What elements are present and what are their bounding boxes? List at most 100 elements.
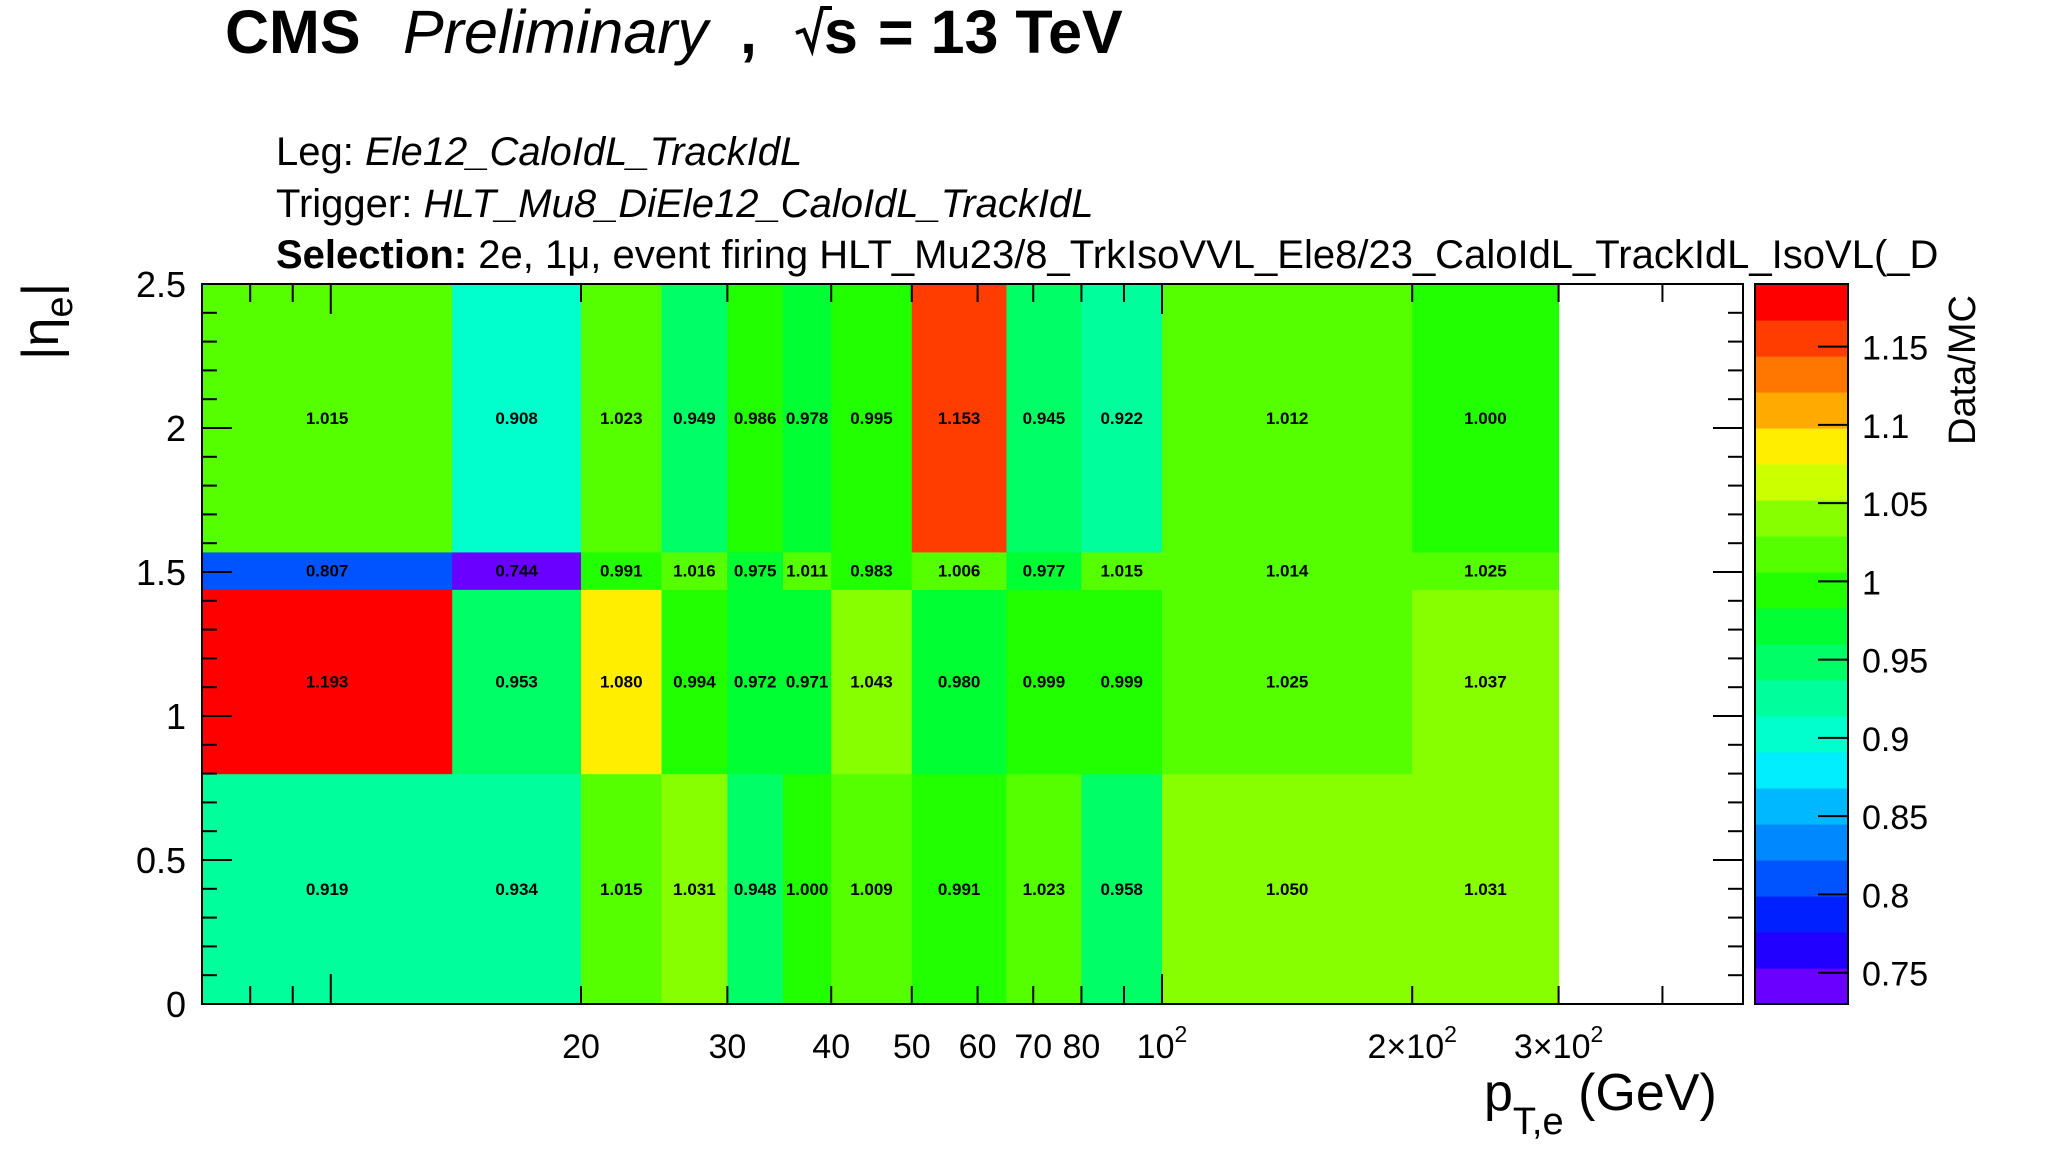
- heatmap-cell: [1006, 589, 1083, 775]
- colorbar-segment: [1755, 464, 1848, 501]
- x-axis-title: pT,e (GeV): [1484, 1064, 1717, 1143]
- heatmap-cell: [727, 551, 784, 590]
- cell-value-label: 1.025: [1266, 672, 1309, 691]
- heatmap-cell: [727, 589, 784, 775]
- cell-value-label: 0.945: [1023, 409, 1066, 428]
- colorbar-segment: [1755, 320, 1848, 357]
- cell-value-label: 0.991: [938, 880, 981, 899]
- cell-value-label: 1.006: [938, 562, 981, 581]
- cell-value-label: 0.999: [1023, 672, 1066, 691]
- heatmap-cell: [831, 589, 913, 775]
- colorbar-segment: [1755, 428, 1848, 465]
- heatmap-cell: [1412, 284, 1560, 553]
- colorbar-segment: [1755, 824, 1848, 861]
- cell-value-label: 0.977: [1023, 562, 1066, 581]
- heatmap-cell: [1081, 589, 1163, 775]
- cell-value-label: 0.971: [786, 672, 829, 691]
- y-axis-title: |ηe|: [12, 283, 81, 360]
- x-tick-label: 60: [959, 1028, 997, 1066]
- cell-value-label: 1.025: [1464, 562, 1507, 581]
- colorbar-tick-label: 1.05: [1862, 486, 1928, 524]
- cell-value-label: 1.015: [600, 880, 643, 899]
- cell-value-label: 0.986: [734, 409, 777, 428]
- cell-value-label: 1.080: [600, 672, 643, 691]
- heatmap-cell: [1161, 284, 1413, 553]
- x-tick-label: 20: [562, 1028, 600, 1066]
- heatmap-cell: [783, 284, 832, 553]
- heatmap-cell: [1081, 284, 1163, 553]
- cms-label: CMS: [225, 0, 361, 66]
- heatmap-cell: [831, 551, 913, 590]
- selection-line: Selection: 2e, 1μ, event firing HLT_Mu23…: [276, 233, 1938, 277]
- colorbar-segment: [1755, 968, 1848, 1005]
- cell-value-label: 1.050: [1266, 880, 1309, 899]
- cell-value-label: 0.983: [850, 562, 893, 581]
- header-comma: ,: [740, 0, 757, 66]
- colorbar-tick-label: 0.75: [1862, 956, 1928, 994]
- colorbar-tick-label: 0.95: [1862, 643, 1928, 681]
- heatmap-cell: [727, 284, 784, 553]
- colorbar-segment: [1755, 644, 1848, 681]
- cell-value-label: 1.012: [1266, 409, 1309, 428]
- cell-value-label: 0.953: [495, 672, 538, 691]
- colorbar-segment: [1755, 716, 1848, 753]
- heatmap-cell: [202, 551, 453, 590]
- x-tick-label: 80: [1063, 1028, 1101, 1066]
- colorbar-segment: [1755, 788, 1848, 825]
- heatmap-cell: [783, 551, 832, 590]
- heatmap-cell: [727, 773, 784, 1005]
- heatmap-cell: [1412, 551, 1560, 590]
- cell-value-label: 0.958: [1100, 880, 1143, 899]
- heatmap-cell: [1161, 551, 1413, 590]
- y-axis-title-main: |η: [12, 318, 70, 360]
- heatmap-cell: [580, 284, 663, 553]
- x-tick-label: 3×102: [1514, 1021, 1603, 1066]
- cell-value-label: 1.016: [673, 562, 716, 581]
- heatmap-cell: [911, 589, 1008, 775]
- colorbar-segment: [1755, 392, 1848, 429]
- cell-value-label: 0.934: [495, 880, 538, 899]
- cell-value-label: 1.009: [850, 880, 893, 899]
- trigger-value: HLT_Mu8_DiEle12_CaloIdL_TrackIdL: [423, 182, 1093, 226]
- cell-value-label: 0.991: [600, 562, 643, 581]
- cell-value-label: 1.193: [306, 672, 349, 691]
- z-axis-title: Data/MC: [1942, 295, 1984, 445]
- x-tick-label: 30: [708, 1028, 746, 1066]
- heatmap-cell: [202, 773, 453, 1005]
- y-tick-label: 2.5: [136, 264, 186, 305]
- cell-value-label: 0.975: [734, 562, 777, 581]
- colorbar-segment: [1755, 860, 1848, 897]
- cell-value-label: 1.037: [1464, 672, 1507, 691]
- trigger-label: Trigger:: [276, 182, 423, 226]
- y-tick-label: 1: [166, 696, 186, 737]
- cell-value-label: 0.948: [734, 880, 777, 899]
- y-tick-label: 2: [166, 408, 186, 449]
- cell-value-label: 0.980: [938, 672, 981, 691]
- colorbar-tick-label: 0.9: [1862, 721, 1909, 759]
- heatmap-cell: [831, 773, 913, 1005]
- x-axis-title-sub: T,e: [1513, 1101, 1564, 1143]
- heatmap-cell: [661, 284, 728, 553]
- heatmap-cell: [783, 589, 832, 775]
- cell-value-label: 0.919: [306, 880, 349, 899]
- heatmap-cell: [1412, 773, 1560, 1005]
- heatmap-cell: [580, 551, 663, 590]
- heatmap-cell: [1081, 551, 1163, 590]
- x-tick-label: 102: [1137, 1021, 1188, 1066]
- cell-value-label: 0.949: [673, 409, 716, 428]
- heatmap-cells: [202, 284, 1560, 1005]
- heatmap-cell: [1006, 773, 1083, 1005]
- cell-value-label: 1.031: [673, 880, 716, 899]
- cell-value-label: 0.978: [786, 409, 829, 428]
- cell-value-label: 1.011: [786, 562, 828, 581]
- colorbar-segment: [1755, 536, 1848, 573]
- colorbar-segment: [1755, 572, 1848, 609]
- cell-value-label: 1.023: [1023, 880, 1066, 899]
- heatmap-cell: [1006, 284, 1083, 553]
- heatmap-cell: [1006, 551, 1083, 590]
- heatmap-cell: [452, 551, 582, 590]
- colorbar-segment: [1755, 608, 1848, 645]
- heatmap-cell: [452, 589, 582, 775]
- cell-value-label: 0.908: [495, 409, 538, 428]
- colorbar-tick-label: 1.1: [1862, 408, 1909, 446]
